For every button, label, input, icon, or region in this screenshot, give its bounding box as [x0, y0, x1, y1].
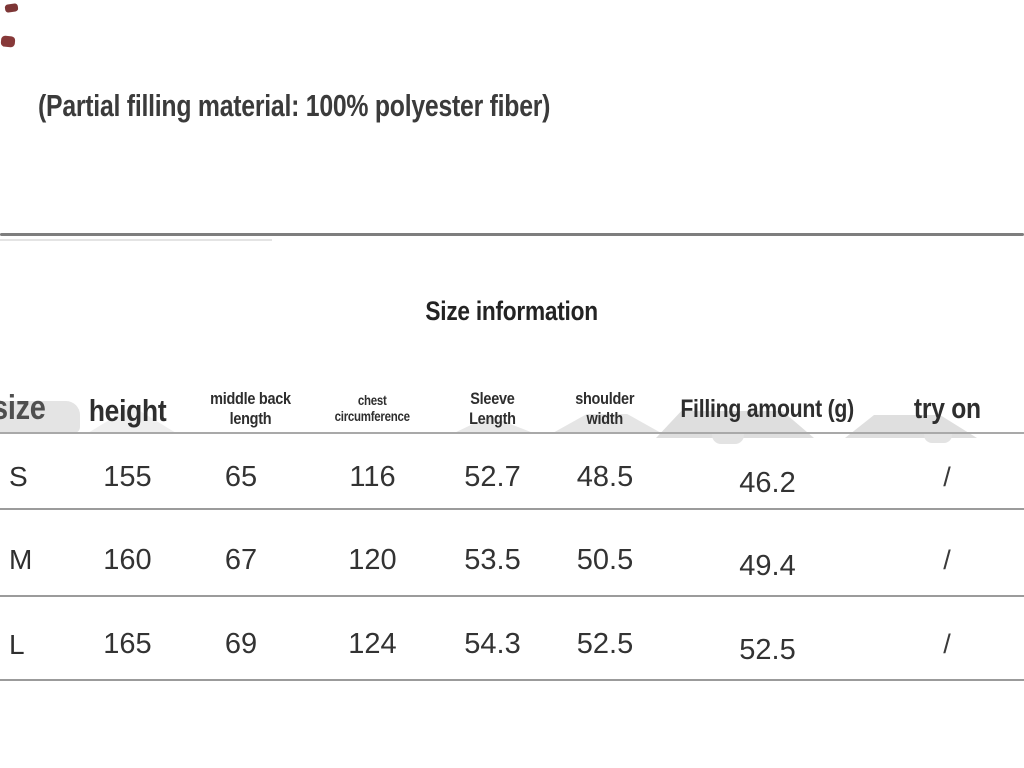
material-note-text: (Partial filling material: 100% polyeste…: [38, 88, 551, 123]
header-chest-circumference: chest circumference: [334, 392, 411, 424]
cell-sleeve-length: 54.3: [464, 628, 521, 660]
header-try-on: try on: [913, 393, 981, 425]
cell-height: 155: [103, 460, 152, 493]
cell-middle-back-length: 69: [224, 628, 258, 660]
cell-sleeve-length: 53.5: [464, 543, 521, 576]
header-underline: [0, 432, 1024, 434]
cell-chest-circumference: 124: [348, 628, 397, 660]
decor-mound-tip: [712, 433, 744, 444]
cell-shoulder-width: 52.5: [576, 628, 634, 660]
table-row-m: M 160 67 120 53.5 50.5 49.4 /: [0, 510, 1024, 596]
header-sleeve-length: Sleeve Length: [469, 388, 516, 428]
row-separator: [0, 595, 1024, 597]
cell-chest-circumference: 120: [348, 543, 397, 576]
divider-shadow: [0, 239, 272, 241]
cell-middle-back-length: 65: [224, 460, 258, 493]
cell-size: L: [9, 628, 25, 660]
cell-filling-amount: 52.5: [739, 634, 796, 666]
header-middle-back-length: middle back length: [209, 388, 291, 428]
cell-filling-amount: 46.2: [739, 466, 796, 499]
table-row-l: L 165 69 124 54.3 52.5 52.5 /: [0, 598, 1024, 679]
material-note: (Partial filling material: 100% polyeste…: [38, 88, 678, 124]
cell-height: 165: [103, 628, 152, 660]
table-header-row: size height middle back length chest cir…: [0, 384, 1024, 433]
cell-try-on: /: [943, 461, 951, 492]
cell-shoulder-width: 48.5: [576, 460, 634, 493]
cell-size: S: [9, 461, 28, 492]
row-separator: [0, 679, 1024, 681]
header-shoulder-width: shoulder width: [575, 388, 635, 428]
cell-shoulder-width: 50.5: [576, 543, 634, 576]
corner-speck: [4, 3, 19, 13]
cell-height: 160: [103, 543, 152, 576]
content-divider: [0, 233, 1024, 236]
decor-mound: [0, 401, 80, 433]
cell-sleeve-length: 52.7: [464, 460, 521, 493]
decor-mound-tip: [924, 433, 952, 443]
cell-filling-amount: 49.4: [739, 549, 796, 582]
cell-size: M: [9, 544, 33, 575]
corner-speck: [0, 35, 16, 48]
decor-mound: [551, 414, 663, 434]
row-separator: [0, 508, 1024, 510]
header-size: size: [0, 389, 46, 427]
section-title-text: Size information: [425, 296, 599, 326]
section-title: Size information: [0, 296, 1024, 327]
header-filling-amount: Filling amount (g): [680, 395, 855, 423]
table-row-s: S 155 65 116 52.7 48.5 46.2 /: [0, 434, 1024, 508]
cell-try-on: /: [943, 544, 951, 575]
cell-chest-circumference: 116: [349, 460, 396, 493]
header-height: height: [88, 392, 167, 428]
cell-try-on: /: [943, 629, 951, 659]
cell-middle-back-length: 67: [224, 543, 258, 576]
